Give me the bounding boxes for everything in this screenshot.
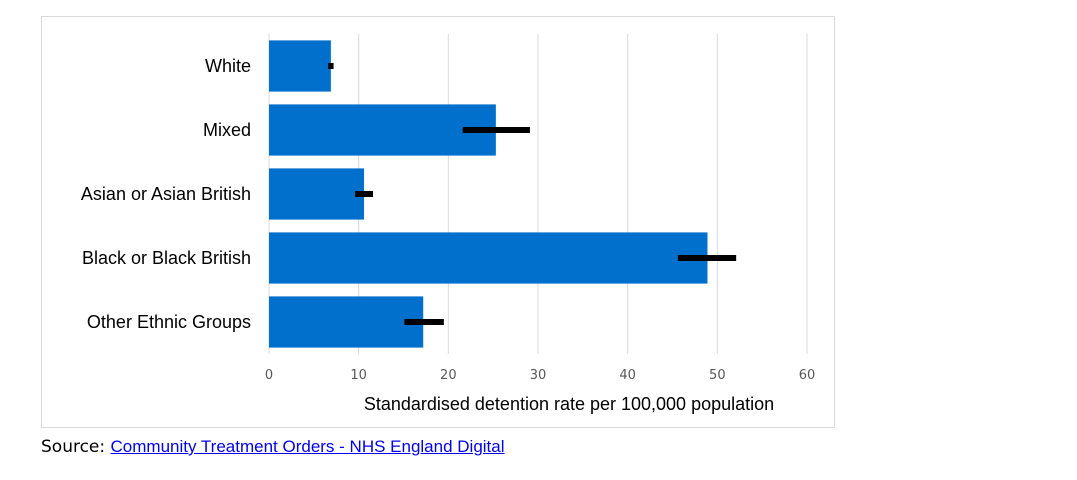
bar	[269, 296, 424, 348]
x-tick-label: 0	[265, 368, 273, 383]
chart-frame: White Mixed Asian or Asian British Black or…	[41, 16, 835, 428]
x-tick-label: 30	[530, 368, 547, 383]
detention-rate-chart: White Mixed Asian or Asian British Black or…	[81, 34, 815, 414]
category-label: White	[205, 56, 251, 76]
category-label: Mixed	[203, 120, 251, 140]
category-label: Other Ethnic Groups	[87, 312, 251, 332]
x-tick-labels: 0 10 20 30 40 50 60	[265, 368, 815, 383]
source-prefix: Source:	[41, 437, 111, 457]
x-tick-label: 60	[799, 368, 816, 383]
error-bars	[328, 63, 737, 325]
bar	[269, 104, 496, 156]
category-label: Asian or Asian British	[81, 184, 251, 204]
x-tick-label: 20	[440, 368, 457, 383]
bar	[269, 232, 708, 284]
bar	[269, 168, 365, 220]
x-tick-label: 40	[619, 368, 636, 383]
bar	[269, 40, 331, 92]
x-axis-title: Standardised detention rate per 100,000 …	[364, 394, 774, 414]
gridlines	[268, 34, 808, 354]
bars	[269, 40, 708, 348]
category-label: Black or Black British	[82, 248, 251, 268]
x-tick-label: 50	[709, 368, 726, 383]
source-line: Source: Community Treatment Orders - NHS…	[41, 437, 505, 457]
x-tick-label: 10	[350, 368, 367, 383]
category-labels: White Mixed Asian or Asian British Black or…	[81, 56, 251, 332]
source-link[interactable]: Community Treatment Orders - NHS England…	[110, 437, 505, 456]
